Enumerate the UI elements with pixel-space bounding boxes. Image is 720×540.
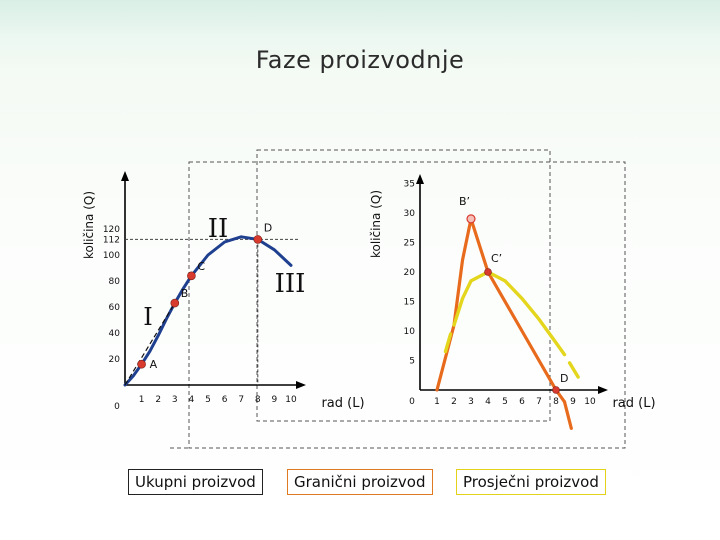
left-y-tick-label: 120 — [103, 225, 120, 235]
point-d — [253, 235, 263, 244]
average-product-extension — [567, 361, 580, 379]
frame-wide — [188, 161, 626, 449]
right-x-tick-label: 0 — [409, 397, 415, 407]
left-y-tick-label: 100 — [103, 251, 120, 261]
left-x-tick-label: 5 — [205, 395, 211, 405]
right-y-tick-label: 30 — [404, 209, 416, 219]
left-x-tick-label: 1 — [139, 395, 145, 405]
left-x-tick-label: 10 — [285, 395, 297, 405]
right-y-tick-label: 15 — [404, 298, 415, 308]
left-x-axis-label: rad (L) — [321, 396, 364, 411]
marginal-product-curve — [435, 217, 567, 404]
left-x-arrow — [296, 381, 306, 389]
right-y-tick-label: 20 — [404, 268, 416, 278]
right-point-c-prime — [484, 268, 492, 276]
right-x-tick-label: 7 — [536, 397, 542, 407]
right-x-tick-label: 1 — [434, 397, 440, 407]
left-x-tick-label: 8 — [255, 395, 261, 405]
legend-total-product: Ukupni proizvod — [128, 469, 263, 495]
right-x-axis-label: rad (L) — [612, 396, 655, 411]
point-label-b: B — [181, 287, 189, 300]
left-x-tick-label: 6 — [222, 395, 228, 405]
right-x-tick-label: 3 — [468, 397, 474, 407]
point-c — [187, 271, 196, 281]
legend-average-product: Prosječni proizvod — [456, 469, 606, 495]
point-b — [170, 298, 180, 308]
phase-label-2: II — [208, 214, 229, 244]
right-point-d — [552, 386, 560, 394]
left-y-tick-label: 112 — [103, 235, 120, 245]
right-point-c-prime-label: C’ — [491, 252, 502, 265]
point-label-c: C — [197, 260, 205, 273]
left-y-tick-label: 20 — [109, 355, 121, 365]
point-a — [137, 359, 146, 369]
right-point-d-label: D — [560, 372, 568, 385]
total-product-curve — [123, 235, 293, 387]
phase-label-3: III — [275, 269, 306, 299]
right-x-tick-label: 10 — [584, 397, 596, 407]
right-x-tick-label: 2 — [451, 397, 457, 407]
right-x-tick-label: 6 — [519, 397, 525, 407]
right-y-arrow — [416, 174, 424, 184]
left-y-arrow — [121, 171, 129, 181]
right-y-tick-label: 25 — [404, 239, 415, 249]
title-band — [0, 0, 720, 70]
right-x-tick-label: 9 — [570, 397, 576, 407]
right-x-tick-label: 5 — [502, 397, 508, 407]
left-x-tick-label: 7 — [238, 395, 244, 405]
left-x-tick-label: 9 — [272, 395, 278, 405]
phase-label-1: I — [143, 303, 152, 331]
average-product-stub — [443, 332, 453, 354]
point-label-d: D — [264, 221, 272, 234]
left-x-tick-label: 2 — [155, 395, 161, 405]
page-title: Faze proizvodnje — [255, 46, 465, 74]
right-x-arrow — [598, 386, 608, 394]
left-y-tick-label: 40 — [109, 329, 121, 339]
right-y-tick-label: 35 — [404, 180, 415, 190]
left-y-tick-label: 80 — [109, 277, 121, 287]
right-y-tick-label: 10 — [404, 327, 416, 337]
left-x-tick-label: 4 — [189, 395, 195, 405]
left-y-axis-label: količina (Q) — [82, 191, 96, 259]
left-x-tick-label: 3 — [172, 395, 178, 405]
frame-outer — [256, 149, 551, 422]
right-point-b-prime — [466, 214, 476, 224]
right-x-tick-label: 8 — [553, 397, 559, 407]
right-y-tick-label: 5 — [409, 357, 415, 367]
average-product-curve — [452, 270, 567, 357]
right-x-tick-label: 4 — [485, 397, 491, 407]
left-y-tick-label: 60 — [109, 303, 121, 313]
point-label-a: A — [150, 358, 158, 371]
legend-marginal-product: Granični proizvod — [287, 469, 433, 495]
left-x-tick-label: 0 — [114, 402, 120, 412]
right-y-axis-label: količina (Q) — [369, 190, 383, 258]
marginal-product-extension — [562, 400, 573, 430]
right-point-b-prime-label: B’ — [459, 195, 470, 208]
